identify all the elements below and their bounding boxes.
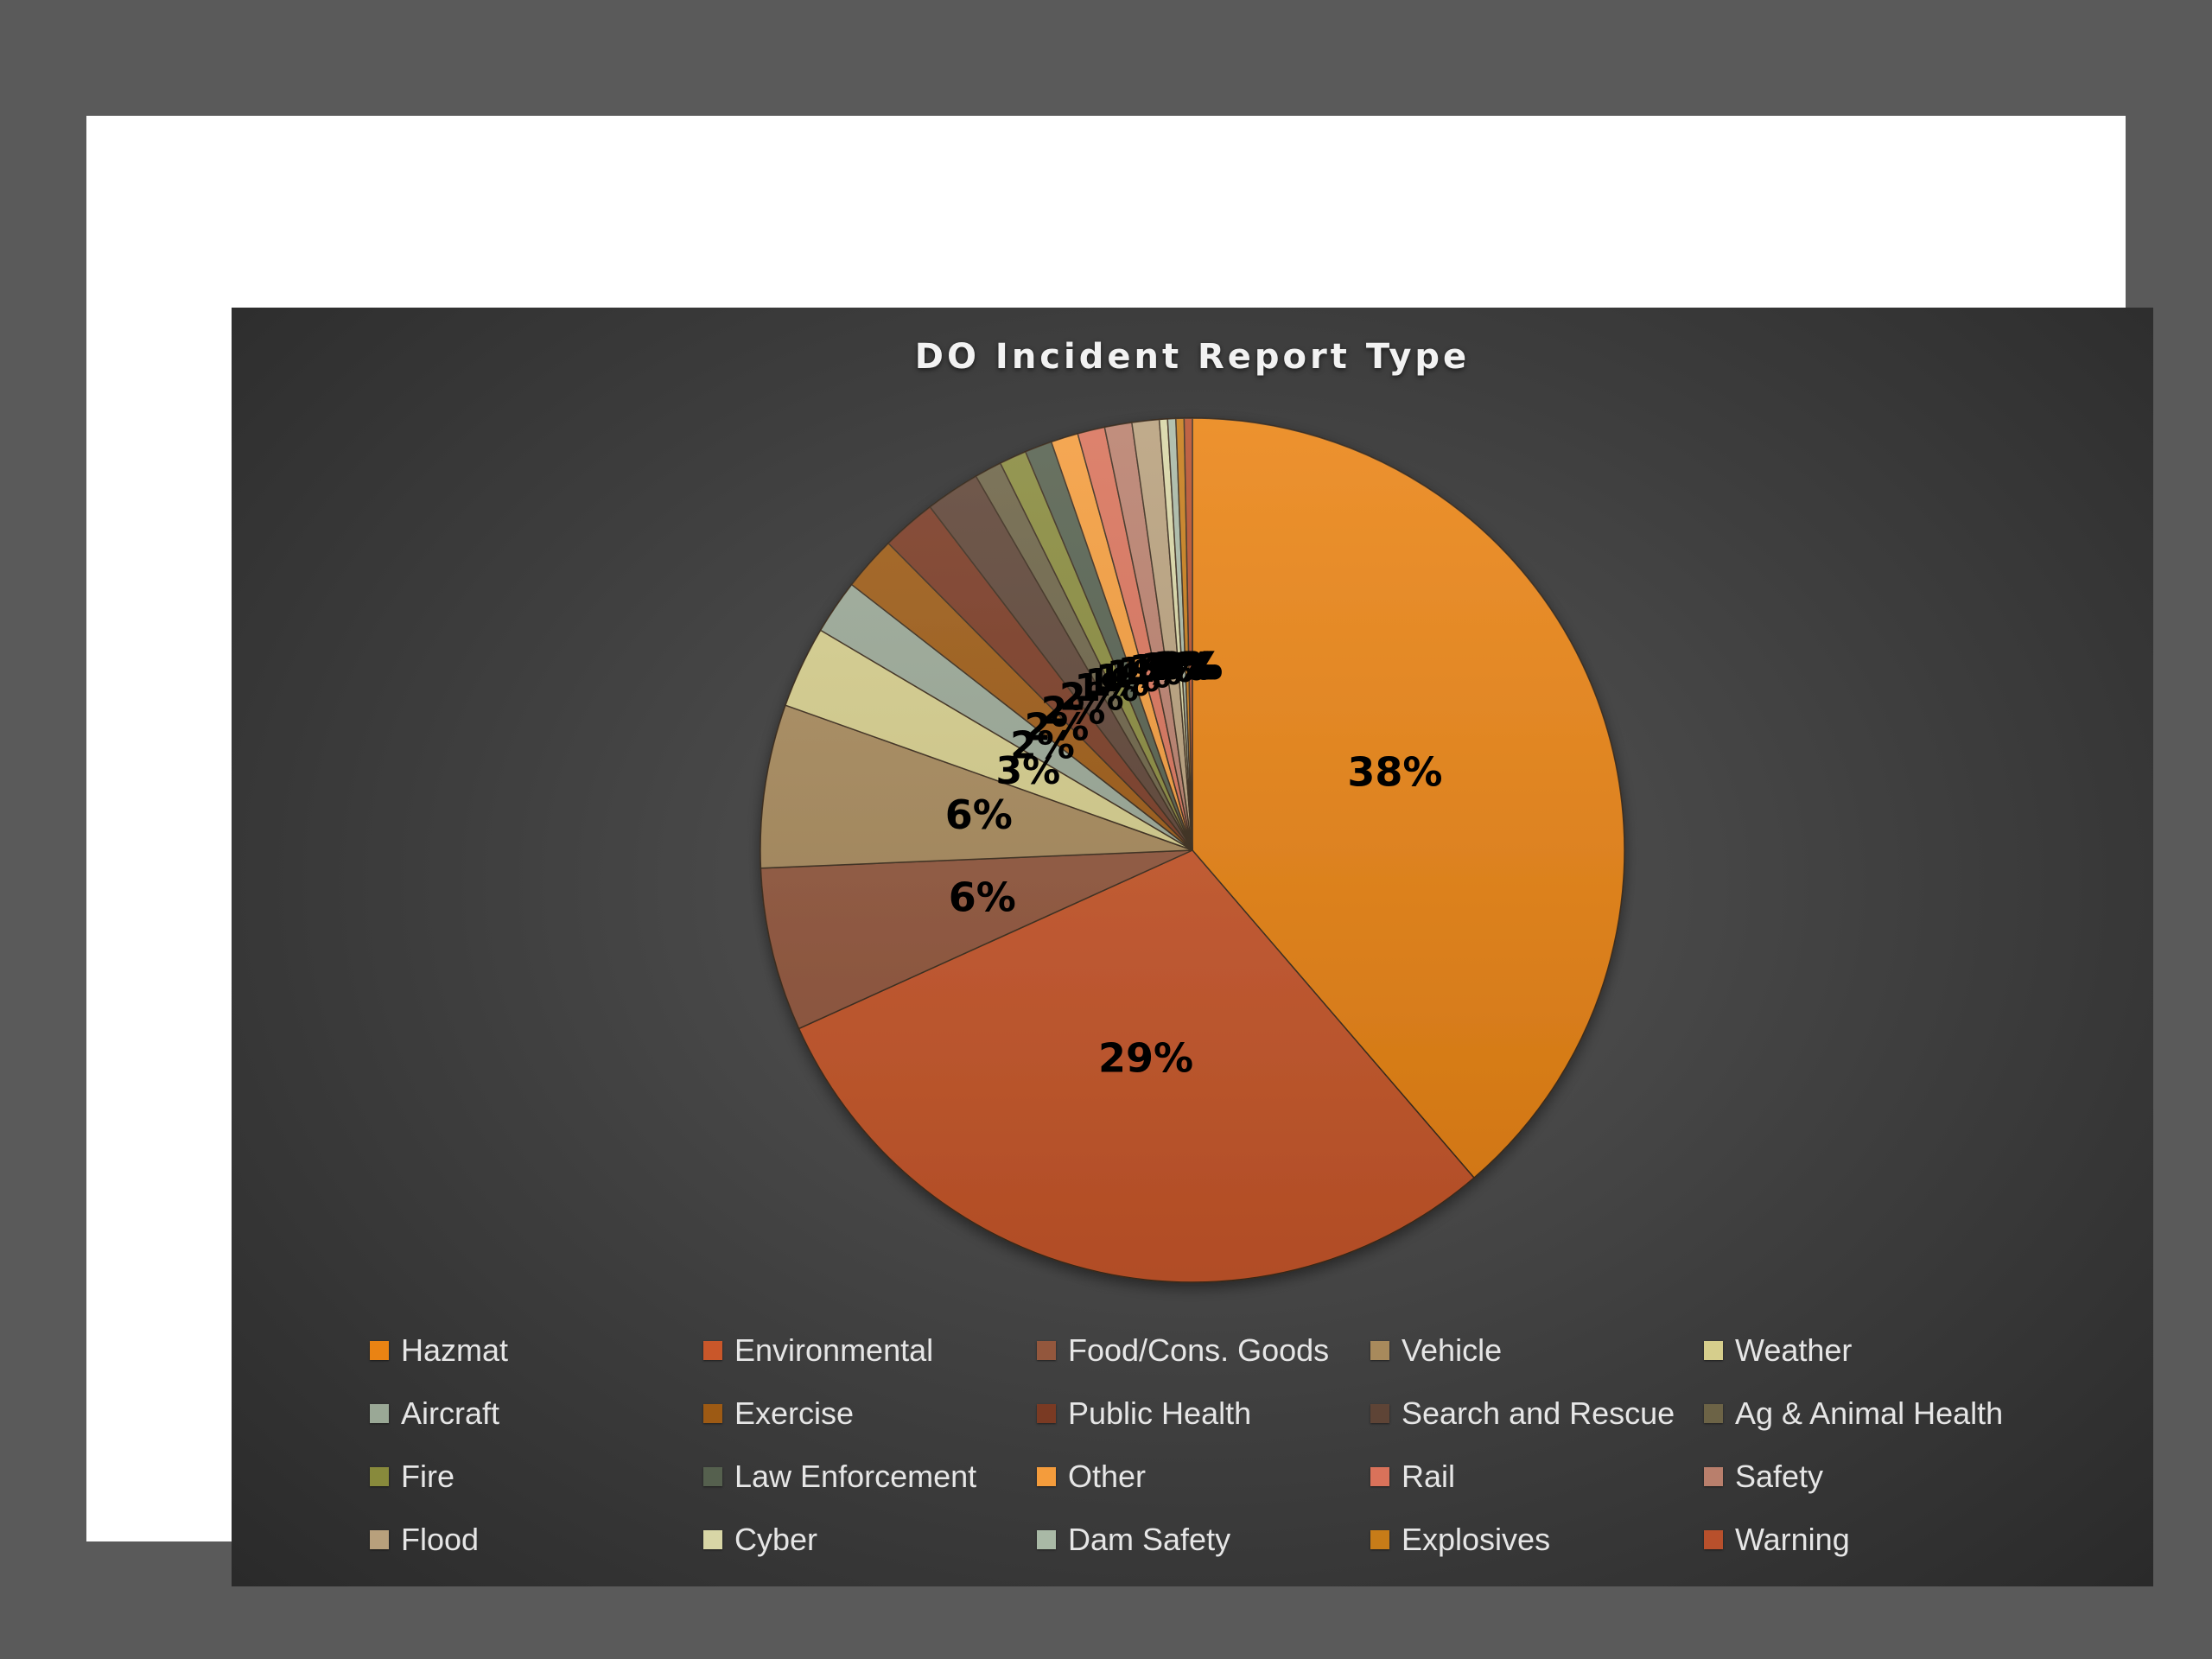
legend-swatch — [703, 1529, 722, 1549]
legend-item-public-health: Public Health — [1037, 1382, 1370, 1445]
legend-label: Exercise — [734, 1395, 855, 1431]
legend-swatch — [703, 1466, 722, 1486]
legend-label: Explosives — [1402, 1521, 1551, 1557]
data-label-warning: 0% — [1159, 645, 1224, 689]
data-label-aircraft: 2% — [1010, 724, 1075, 768]
legend-item-aircraft: Aircraft — [370, 1382, 703, 1445]
legend-label: Other — [1068, 1458, 1147, 1494]
legend-item-explosives: Explosives — [1370, 1508, 1704, 1571]
legend-item-ag-animal-health: Ag & Animal Health — [1704, 1382, 2037, 1445]
legend-label: Weather — [1735, 1332, 1853, 1368]
legend-swatch — [1370, 1340, 1389, 1360]
legend-swatch — [1704, 1340, 1723, 1360]
legend-item-law-enforcement: Law Enforcement — [703, 1445, 1037, 1508]
legend-item-environmental: Environmental — [703, 1319, 1037, 1382]
data-label-environmental: 29% — [1098, 1035, 1193, 1082]
data-label-fire: 1% — [1084, 661, 1149, 705]
data-label-cyber: 0% — [1148, 645, 1213, 689]
legend-swatch — [1037, 1340, 1056, 1360]
legend: Hazmat Environmental Food/Cons. Goods Vehic… — [370, 1319, 2098, 1571]
legend-swatch — [370, 1466, 389, 1486]
legend-item-flood: Flood — [370, 1508, 703, 1571]
legend-label: Food/Cons. Goods — [1068, 1332, 1330, 1368]
data-label-vehicle: 6% — [945, 791, 1013, 838]
legend-item-search-and-rescue: Search and Rescue — [1370, 1382, 1704, 1445]
legend-label: Rail — [1402, 1458, 1456, 1494]
legend-swatch — [1704, 1529, 1723, 1549]
data-label-search-and-rescue: 2% — [1059, 675, 1124, 719]
legend-label: Hazmat — [401, 1332, 509, 1368]
legend-item-food-cons-goods: Food/Cons. Goods — [1037, 1319, 1370, 1382]
legend-label: Safety — [1735, 1458, 1824, 1494]
legend-swatch — [1704, 1466, 1723, 1486]
legend-swatch — [1370, 1529, 1389, 1549]
legend-item-vehicle: Vehicle — [1370, 1319, 1704, 1382]
legend-item-weather: Weather — [1704, 1319, 2037, 1382]
legend-label: Fire — [401, 1458, 454, 1494]
legend-item-fire: Fire — [370, 1445, 703, 1508]
legend-swatch — [370, 1403, 389, 1423]
legend-swatch — [1037, 1529, 1056, 1549]
data-label-explosives: 0% — [1155, 645, 1220, 689]
legend-label: Aircraft — [401, 1395, 500, 1431]
data-label-weather: 3% — [995, 749, 1060, 793]
legend-swatch — [1704, 1403, 1723, 1423]
legend-label: Cyber — [734, 1521, 818, 1557]
legend-label: Vehicle — [1402, 1332, 1503, 1368]
legend-item-hazmat: Hazmat — [370, 1319, 703, 1382]
data-label-exercise: 2% — [1025, 706, 1090, 750]
legend-swatch — [370, 1340, 389, 1360]
legend-label: Public Health — [1068, 1395, 1252, 1431]
data-label-dam-safety: 0% — [1152, 645, 1217, 689]
legend-swatch — [703, 1403, 722, 1423]
data-label-other: 1% — [1106, 652, 1171, 696]
data-label-public-health: 2% — [1041, 690, 1106, 734]
legend-label: Ag & Animal Health — [1735, 1395, 2004, 1431]
chart-area: DO Incident Report Type 38% 29% 6% 6% 3% 2% 2%… — [232, 308, 2153, 1586]
legend-swatch — [703, 1340, 722, 1360]
legend-swatch — [370, 1529, 389, 1549]
legend-item-warning: Warning — [1704, 1508, 2037, 1571]
data-label-hazmat: 38% — [1347, 749, 1442, 796]
legend-item-cyber: Cyber — [703, 1508, 1037, 1571]
legend-item-rail: Rail — [1370, 1445, 1704, 1508]
chart-frame: DO Incident Report Type 38% 29% 6% 6% 3% 2% 2%… — [86, 116, 2153, 1586]
data-label-safety: 1% — [1129, 647, 1194, 691]
legend-label: Dam Safety — [1068, 1521, 1231, 1557]
legend-label: Environmental — [734, 1332, 934, 1368]
legend-label: Search and Rescue — [1402, 1395, 1675, 1431]
data-label-ag-animal-health: 1% — [1074, 666, 1139, 710]
legend-item-safety: Safety — [1704, 1445, 2037, 1508]
data-label-food-cons-goods: 6% — [949, 874, 1016, 920]
legend-swatch — [1370, 1403, 1389, 1423]
legend-item-exercise: Exercise — [703, 1382, 1037, 1445]
legend-label: Warning — [1735, 1521, 1850, 1557]
data-label-rail: 1% — [1117, 650, 1182, 694]
legend-item-other: Other — [1037, 1445, 1370, 1508]
legend-label: Law Enforcement — [734, 1458, 977, 1494]
legend-swatch — [1037, 1403, 1056, 1423]
legend-label: Flood — [401, 1521, 480, 1557]
legend-swatch — [1370, 1466, 1389, 1486]
legend-item-dam-safety: Dam Safety — [1037, 1508, 1370, 1571]
chart-title: DO Incident Report Type — [914, 337, 1471, 377]
legend-swatch — [1037, 1466, 1056, 1486]
data-label-law-enforcement: 1% — [1096, 657, 1160, 701]
data-label-flood: 1% — [1141, 645, 1205, 690]
